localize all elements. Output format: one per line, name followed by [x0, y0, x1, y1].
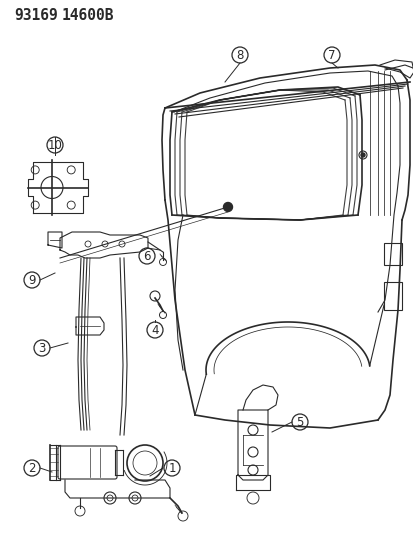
- Text: 4: 4: [151, 324, 158, 336]
- Text: 7: 7: [328, 49, 335, 61]
- Text: 6: 6: [143, 249, 150, 262]
- Circle shape: [360, 153, 364, 157]
- Text: 14600B: 14600B: [62, 8, 114, 23]
- Text: 3: 3: [38, 342, 45, 354]
- Text: 8: 8: [236, 49, 243, 61]
- Text: 9: 9: [28, 273, 36, 287]
- Text: 1: 1: [168, 462, 176, 474]
- Text: 2: 2: [28, 462, 36, 474]
- Text: 10: 10: [47, 139, 62, 151]
- Circle shape: [223, 203, 232, 212]
- Text: 5: 5: [296, 416, 303, 429]
- Text: 93169: 93169: [14, 8, 57, 23]
